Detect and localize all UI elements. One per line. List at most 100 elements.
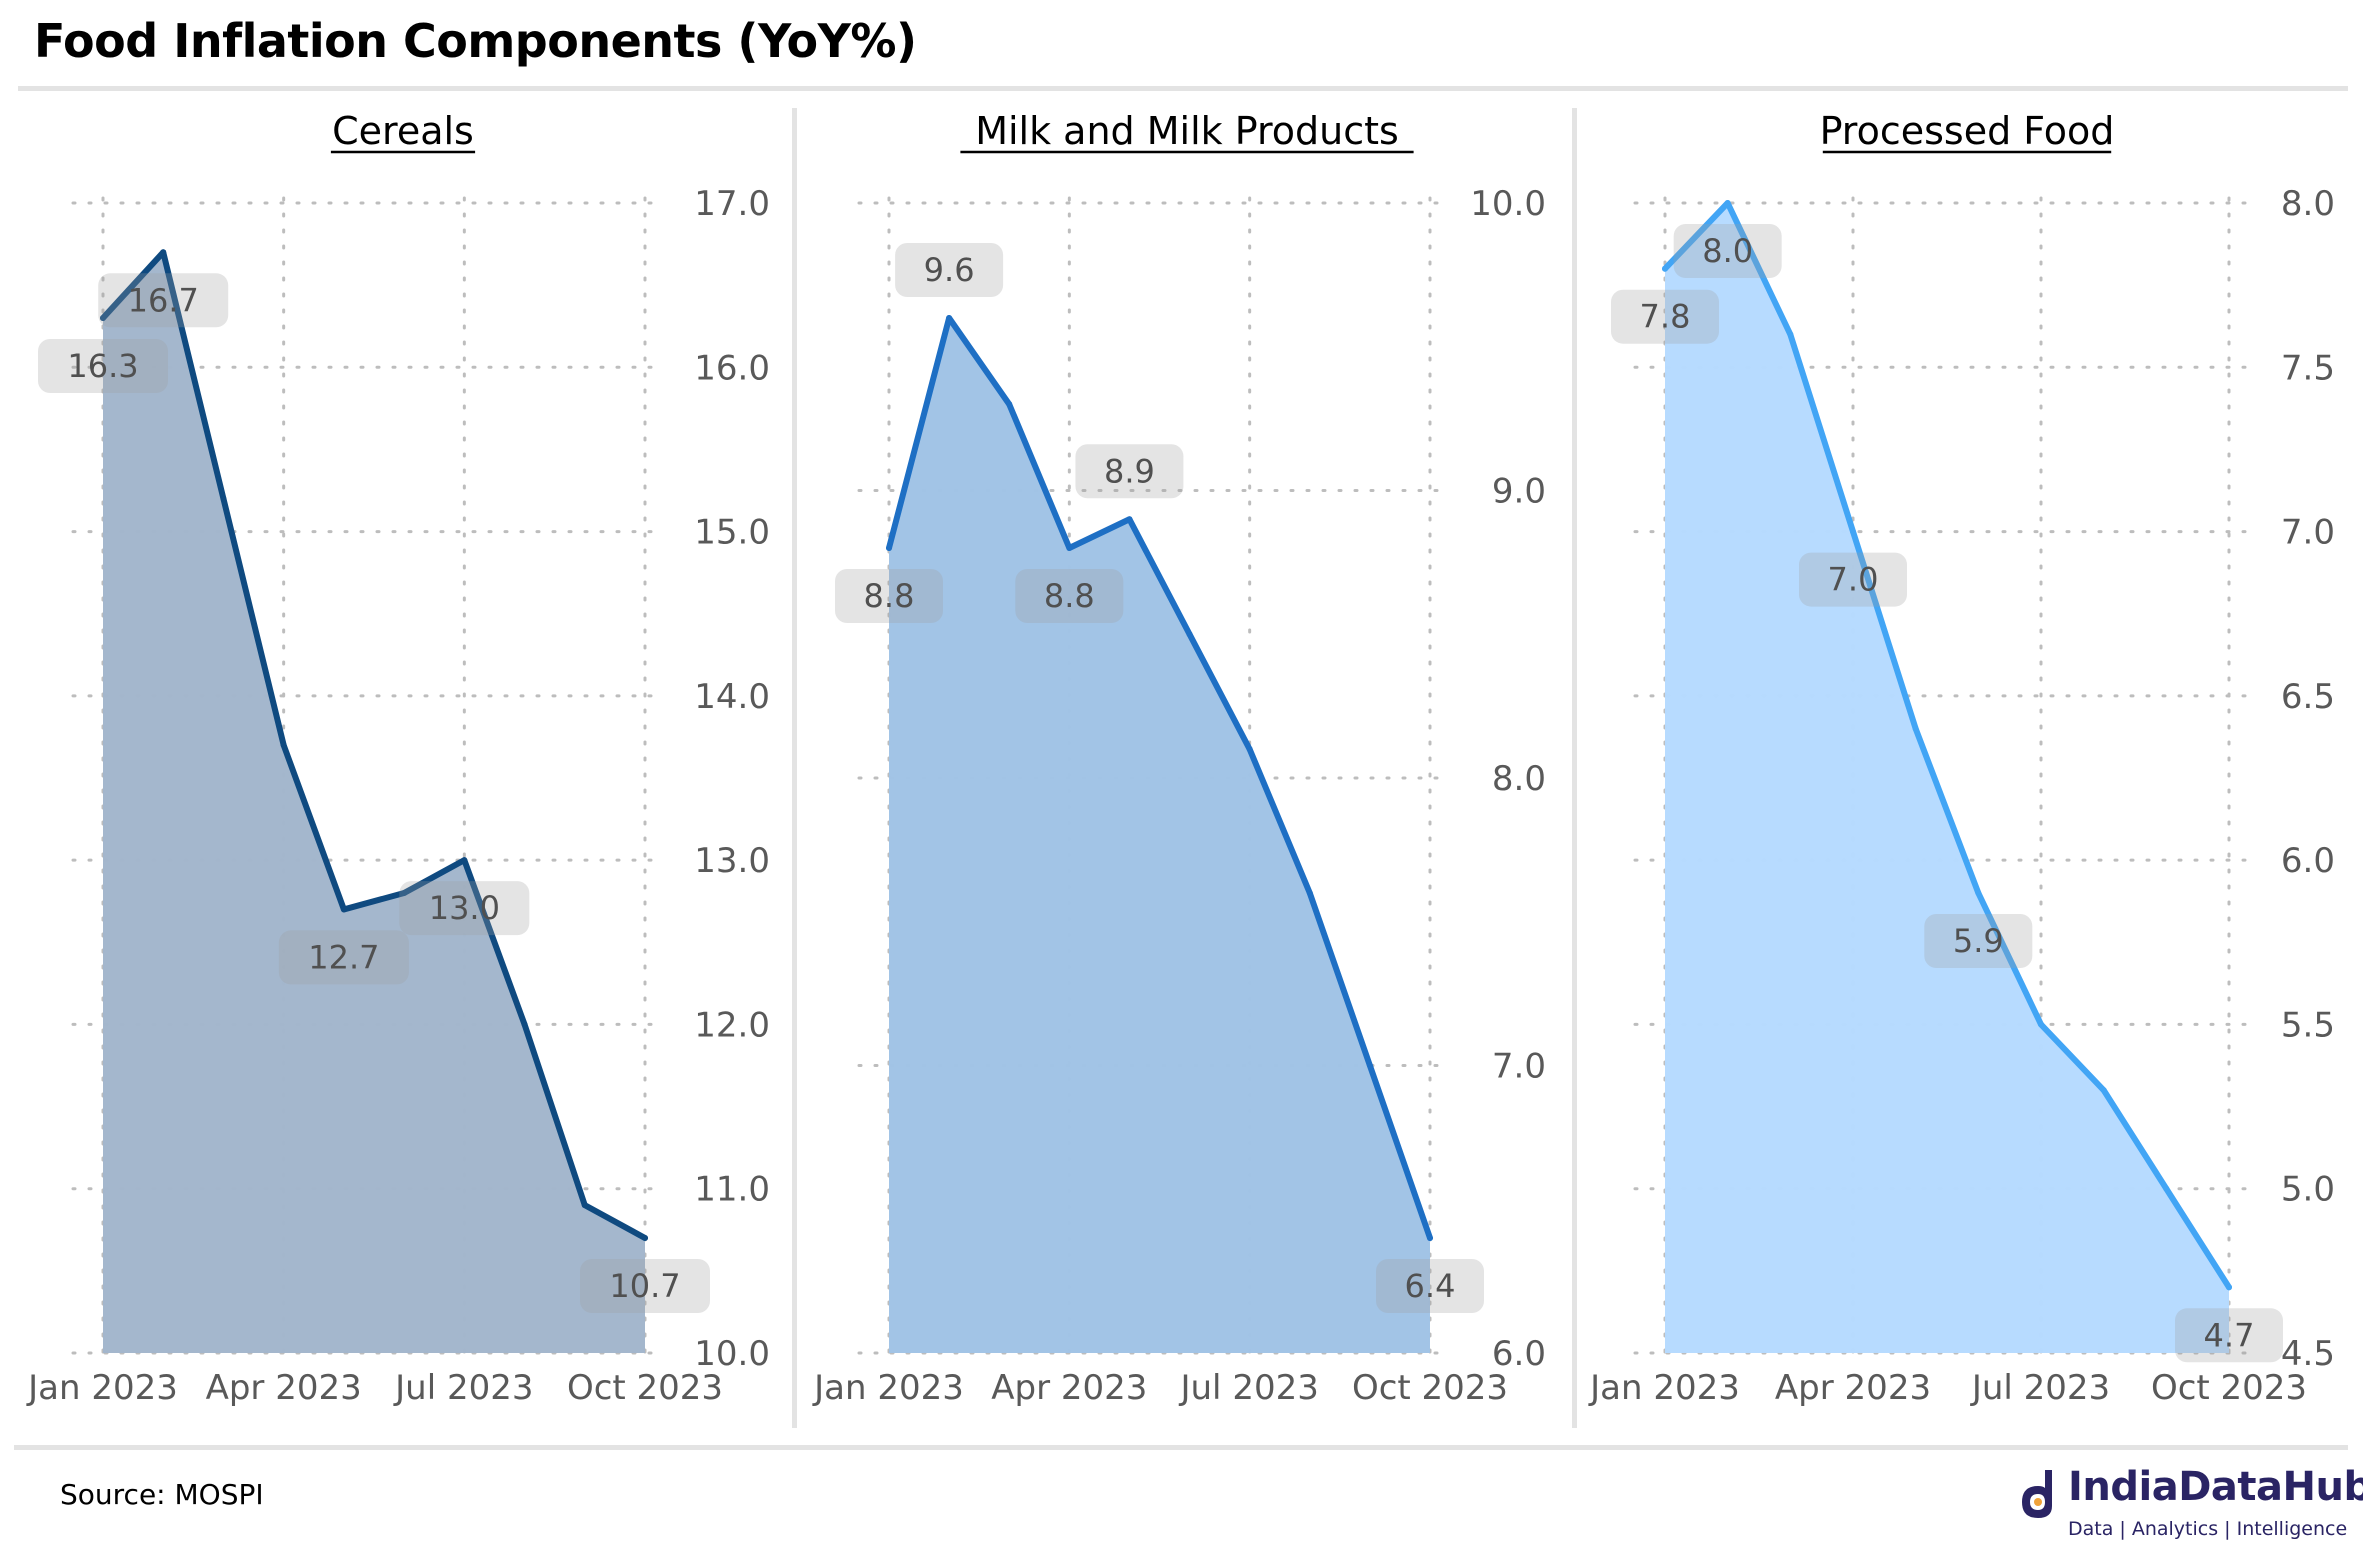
data-label: 13.0 bbox=[399, 881, 530, 936]
panel-title: Milk and Milk Products bbox=[975, 109, 1399, 153]
x-tick-label: Oct 2023 bbox=[1352, 1368, 1508, 1408]
data-label-box bbox=[2175, 1308, 2283, 1363]
y-tick-label: 15.0 bbox=[694, 513, 770, 553]
data-label: 10.7 bbox=[580, 1259, 710, 1313]
data-point bbox=[100, 315, 106, 321]
data-point bbox=[1186, 631, 1193, 638]
data-point bbox=[160, 249, 167, 256]
panel-cereals: Cereals 10.0 11.0 12.0 13.0 14.0 15.0 16.0 17.0 J… bbox=[18, 100, 778, 1408]
data-label: 12.7 bbox=[278, 930, 409, 985]
y-tick-label: 10.0 bbox=[694, 1334, 770, 1374]
data-label-text: 16.3 bbox=[67, 347, 138, 385]
data-point bbox=[1850, 528, 1856, 535]
panel-title: Processed Food bbox=[1820, 109, 2115, 153]
data-point bbox=[2226, 1284, 2232, 1291]
y-tick-label: 14.0 bbox=[694, 677, 770, 717]
brand-mark-icon bbox=[2022, 1470, 2052, 1518]
data-label: 7.8 bbox=[1611, 289, 1719, 344]
data-label-box bbox=[1673, 224, 1782, 278]
x-tick-label: Jan 2023 bbox=[1588, 1368, 1740, 1408]
data-point bbox=[642, 1235, 648, 1241]
data-point bbox=[946, 315, 953, 321]
y-tick-label: 11.0 bbox=[694, 1170, 770, 1210]
x-tick-label: Apr 2023 bbox=[1775, 1368, 1931, 1408]
data-label-box bbox=[38, 339, 168, 393]
data-label-box bbox=[1924, 914, 2033, 968]
x-tick-label: Jul 2023 bbox=[393, 1368, 533, 1408]
data-label-text: 13.0 bbox=[429, 889, 500, 927]
x-tick-label: Oct 2023 bbox=[567, 1368, 723, 1408]
panel-milk: Milk and Milk Products 6.0 7.0 8.0 9.0 10.0 Ja… bbox=[802, 100, 1562, 1408]
y-tick-label: 5.0 bbox=[2281, 1170, 2335, 1210]
data-label: 8.8 bbox=[1015, 569, 1124, 623]
panel-processed-food: Processed Food 4.5 5.0 5.5 6.0 6.5 7.0 7.5 8.0 Ja… bbox=[1582, 100, 2352, 1408]
y-tick-label: 16.0 bbox=[694, 348, 770, 388]
data-label-text: 8.8 bbox=[1044, 577, 1095, 615]
y-tick-label: 4.5 bbox=[2281, 1334, 2335, 1374]
y-tick-label: 6.0 bbox=[1492, 1334, 1546, 1374]
y-tick-label: 9.0 bbox=[1492, 472, 1546, 512]
data-point bbox=[1427, 1235, 1433, 1241]
data-label-box bbox=[399, 881, 530, 936]
data-point bbox=[2038, 1021, 2044, 1028]
data-label: 8.9 bbox=[1075, 444, 1184, 499]
data-point bbox=[1366, 1062, 1373, 1069]
data-point bbox=[280, 742, 287, 749]
data-label-text: 8.0 bbox=[1702, 232, 1753, 270]
data-label-text: 8.9 bbox=[1104, 452, 1155, 490]
y-tick-label: 8.0 bbox=[2281, 184, 2335, 224]
data-label: 8.0 bbox=[1673, 224, 1782, 278]
data-label-text: 12.7 bbox=[308, 938, 379, 976]
data-point bbox=[461, 857, 468, 864]
data-label-box bbox=[895, 243, 1004, 297]
data-point bbox=[1724, 200, 1731, 206]
y-tick-label: 13.0 bbox=[694, 841, 770, 881]
chart-milk-and-milk-products: Milk and Milk Products 6.0 7.0 8.0 9.0 10.0 Ja… bbox=[812, 109, 1546, 1408]
data-point bbox=[1787, 331, 1794, 338]
data-point bbox=[1126, 516, 1133, 523]
area-fill bbox=[103, 252, 645, 1353]
y-tick-label: 6.5 bbox=[2281, 677, 2335, 717]
data-label: 4.7 bbox=[2175, 1308, 2283, 1363]
series-line bbox=[1662, 200, 2232, 1291]
data-point bbox=[2100, 1087, 2107, 1094]
data-label: 16.3 bbox=[38, 339, 168, 393]
data-label-text: 16.7 bbox=[128, 281, 199, 319]
data-point bbox=[1066, 545, 1073, 551]
x-tick-label: Jul 2023 bbox=[1970, 1368, 2110, 1408]
data-label-text: 7.8 bbox=[1640, 298, 1691, 336]
data-label-box bbox=[580, 1259, 710, 1313]
y-tick-label: 7.5 bbox=[2281, 348, 2335, 388]
data-point bbox=[1975, 890, 1982, 896]
data-label-text: 7.0 bbox=[1828, 561, 1879, 599]
data-point bbox=[1662, 265, 1668, 272]
data-point bbox=[521, 1021, 528, 1028]
top-divider bbox=[18, 86, 2348, 91]
data-label-box bbox=[278, 930, 409, 985]
panel-divider-1 bbox=[792, 108, 797, 1428]
area-fill bbox=[1665, 203, 2229, 1353]
brand-tagline: Data | Analytics | Intelligence bbox=[2068, 1518, 2348, 1540]
y-tick-label: 8.0 bbox=[1492, 759, 1546, 799]
y-tick-label: 10.0 bbox=[1470, 184, 1546, 224]
data-label-box bbox=[98, 273, 229, 328]
x-tick-label: Apr 2023 bbox=[206, 1368, 362, 1408]
area-fill bbox=[889, 318, 1430, 1353]
data-point bbox=[2163, 1185, 2170, 1192]
data-label-text: 8.8 bbox=[864, 577, 915, 615]
data-point bbox=[1912, 725, 1919, 732]
data-label-box bbox=[1015, 569, 1124, 623]
data-point bbox=[886, 545, 892, 551]
y-tick-label: 6.0 bbox=[2281, 841, 2335, 881]
bottom-divider bbox=[14, 1445, 2348, 1450]
data-label: 8.8 bbox=[835, 569, 943, 623]
x-tick-label: Oct 2023 bbox=[2151, 1368, 2307, 1408]
y-tick-label: 5.5 bbox=[2281, 1005, 2335, 1045]
data-point bbox=[1006, 401, 1013, 408]
data-label: 7.0 bbox=[1799, 552, 1907, 607]
y-tick-label: 7.0 bbox=[1492, 1047, 1546, 1087]
panel-title: Cereals bbox=[332, 109, 474, 153]
data-label-text: 6.4 bbox=[1405, 1267, 1456, 1305]
data-point bbox=[220, 495, 227, 502]
